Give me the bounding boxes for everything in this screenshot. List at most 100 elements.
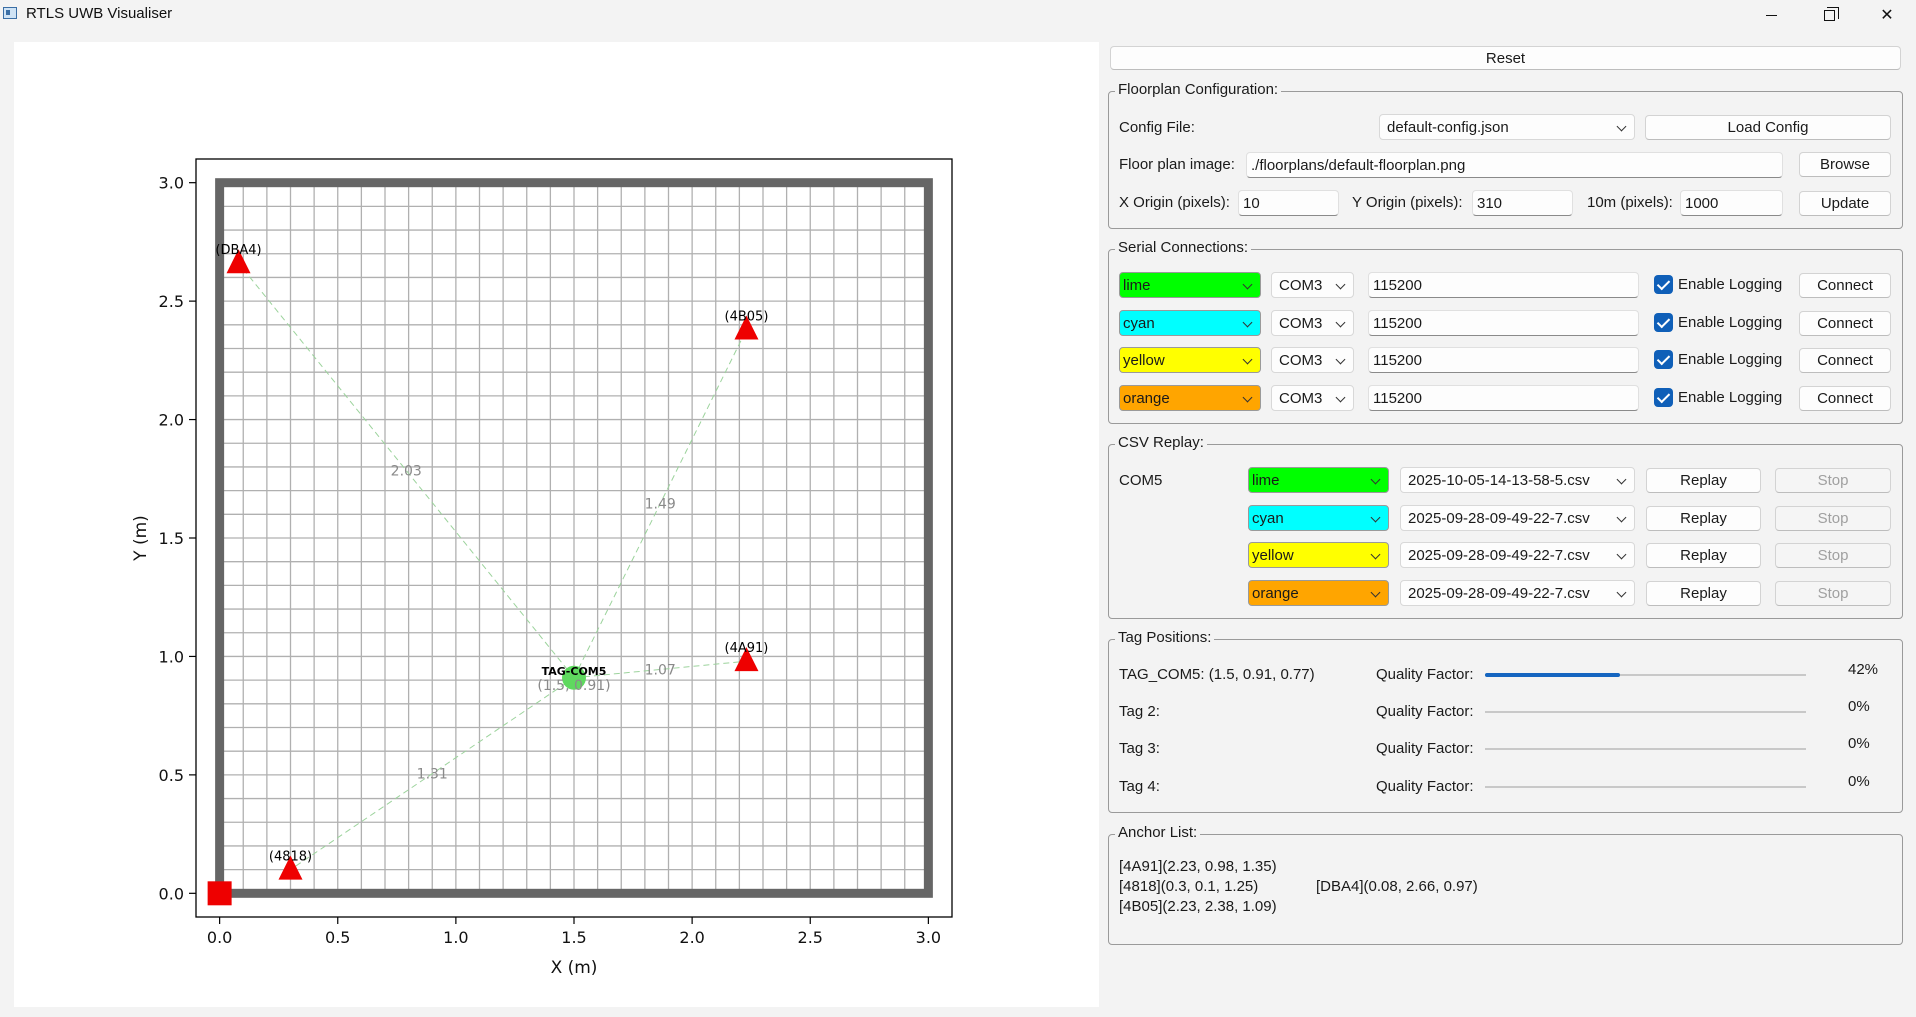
browse-button[interactable]: Browse xyxy=(1799,152,1891,177)
room-walls xyxy=(215,178,933,898)
distance-line xyxy=(573,660,747,679)
x-origin-input[interactable]: 10 xyxy=(1238,190,1339,216)
y-axis-label: Y (m) xyxy=(131,515,151,562)
replay-button[interactable]: Replay xyxy=(1646,506,1761,531)
stop-button[interactable]: Stop xyxy=(1775,506,1891,531)
baud-rate-input[interactable]: 115200 xyxy=(1368,347,1639,373)
config-file-value: default-config.json xyxy=(1387,118,1509,136)
serial-port-select[interactable]: COM3 xyxy=(1271,272,1354,298)
replay-file-select[interactable]: 2025-09-28-09-49-22-7.csv xyxy=(1400,542,1635,568)
load-config-button[interactable]: Load Config xyxy=(1645,115,1891,140)
quality-factor-bar xyxy=(1485,748,1806,750)
replay-file-select[interactable]: 2025-09-28-09-49-22-7.csv xyxy=(1400,505,1635,531)
serial-port-value: COM3 xyxy=(1279,389,1323,407)
config-file-select[interactable]: default-config.json xyxy=(1379,114,1635,140)
serial-color-select[interactable]: cyan xyxy=(1119,310,1261,336)
baud-rate-input[interactable]: 115200 xyxy=(1368,385,1639,411)
replay-button[interactable]: Replay xyxy=(1646,468,1761,493)
enable-logging-label: Enable Logging xyxy=(1678,389,1783,406)
floorplan-plot[interactable]: 0.0 0.5 1.0 1.5 2.0 2.5 3.0 0.0 0.5 1.0 1.5 2.0 2.5 3… xyxy=(14,42,1099,1007)
serial-port-select[interactable]: COM3 xyxy=(1271,347,1354,373)
ten-m-input[interactable]: 1000 xyxy=(1680,190,1783,216)
replay-file-value: 2025-09-28-09-49-22-7.csv xyxy=(1408,546,1590,564)
replay-color-value: yellow xyxy=(1252,546,1294,564)
close-button[interactable]: ✕ xyxy=(1858,0,1916,30)
enable-logging-checkbox[interactable] xyxy=(1654,275,1673,294)
replay-file-select[interactable]: 2025-10-05-14-13-58-5.csv xyxy=(1400,467,1635,493)
quality-factor-bar xyxy=(1485,711,1806,713)
serial-color-value: cyan xyxy=(1123,314,1155,332)
enable-logging-label: Enable Logging xyxy=(1678,314,1783,331)
tag-position-label: Tag 2: xyxy=(1119,703,1160,720)
anchor-list-title: Anchor List: xyxy=(1115,824,1201,841)
chevron-down-icon xyxy=(1616,121,1627,132)
maximize-button[interactable] xyxy=(1800,0,1858,30)
origin-marker xyxy=(207,881,232,906)
replay-color-value: cyan xyxy=(1252,509,1284,527)
app-icon xyxy=(3,7,17,19)
csv-replay-group: CSV Replay: xyxy=(1108,434,1903,619)
replay-file-select[interactable]: 2025-09-28-09-49-22-7.csv xyxy=(1400,580,1635,606)
y-origin-input[interactable]: 310 xyxy=(1472,190,1573,216)
replay-button[interactable]: Replay xyxy=(1646,543,1761,568)
connect-button[interactable]: Connect xyxy=(1799,386,1891,411)
serial-port-select[interactable]: COM3 xyxy=(1271,385,1354,411)
reset-button[interactable]: Reset xyxy=(1110,46,1901,70)
x-origin-label: X Origin (pixels): xyxy=(1119,194,1230,211)
chevron-down-icon xyxy=(1335,392,1346,403)
serial-connections-title: Serial Connections: xyxy=(1115,239,1252,256)
chevron-down-icon xyxy=(1370,474,1381,485)
connect-button[interactable]: Connect xyxy=(1799,348,1891,373)
distance-line xyxy=(573,329,747,678)
ten-m-label: 10m (pixels): xyxy=(1587,194,1673,211)
quality-factor-percent: 42% xyxy=(1848,661,1879,678)
anchor-marker xyxy=(278,855,303,880)
replay-color-select[interactable]: cyan xyxy=(1248,505,1389,531)
baud-rate-input[interactable]: 115200 xyxy=(1368,272,1639,298)
y-tick-label: 0.5 xyxy=(159,766,184,785)
serial-color-value: lime xyxy=(1123,276,1151,294)
enable-logging-checkbox[interactable] xyxy=(1654,388,1673,407)
x-tick-label: 0.0 xyxy=(207,928,232,947)
update-button[interactable]: Update xyxy=(1799,191,1891,216)
grid-lines xyxy=(218,182,930,894)
connect-button[interactable]: Connect xyxy=(1799,273,1891,298)
enable-logging-checkbox[interactable] xyxy=(1654,350,1673,369)
chevron-down-icon xyxy=(1616,474,1627,485)
serial-color-select[interactable]: yellow xyxy=(1119,347,1261,373)
chevron-down-icon xyxy=(1242,279,1253,290)
plot-panel: 0.0 0.5 1.0 1.5 2.0 2.5 3.0 0.0 0.5 1.0 1.5 2.0 2.5 3… xyxy=(14,42,1099,1007)
floorplan-config-group: Floorplan Configuration: xyxy=(1108,81,1903,229)
serial-color-select[interactable]: orange xyxy=(1119,385,1261,411)
replay-button[interactable]: Replay xyxy=(1646,581,1761,606)
y-tick-label: 3.0 xyxy=(159,174,184,193)
chevron-down-icon xyxy=(1370,549,1381,560)
serial-port-value: COM3 xyxy=(1279,351,1323,369)
replay-color-value: orange xyxy=(1252,584,1299,602)
stop-button[interactable]: Stop xyxy=(1775,468,1891,493)
replay-color-select[interactable]: lime xyxy=(1248,467,1389,493)
baud-rate-input[interactable]: 115200 xyxy=(1368,310,1639,336)
floor-image-input[interactable]: ./floorplans/default-floorplan.png xyxy=(1246,152,1783,178)
enable-logging-checkbox[interactable] xyxy=(1654,313,1673,332)
anchor-label: (DBA4) xyxy=(215,243,261,258)
x-tick-label: 1.5 xyxy=(561,928,586,947)
csv-replay-title: CSV Replay: xyxy=(1115,434,1207,451)
enable-logging-label: Enable Logging xyxy=(1678,351,1783,368)
floor-image-label: Floor plan image: xyxy=(1119,156,1235,173)
anchor-marker xyxy=(734,315,759,340)
quality-factor-percent: 0% xyxy=(1848,773,1870,790)
tag-position-label: TAG_COM5: (1.5, 0.91, 0.77) xyxy=(1119,666,1315,683)
stop-button[interactable]: Stop xyxy=(1775,581,1891,606)
tag-coords-label: (1.5, 0.91) xyxy=(537,678,610,694)
replay-color-select[interactable]: yellow xyxy=(1248,542,1389,568)
minimize-button[interactable] xyxy=(1742,0,1800,30)
chevron-down-icon xyxy=(1370,512,1381,523)
tag-marker xyxy=(562,665,586,690)
serial-port-select[interactable]: COM3 xyxy=(1271,310,1354,336)
quality-factor-label: Quality Factor: xyxy=(1376,778,1474,795)
serial-color-select[interactable]: lime xyxy=(1119,272,1261,298)
replay-color-select[interactable]: orange xyxy=(1248,580,1389,606)
stop-button[interactable]: Stop xyxy=(1775,543,1891,568)
connect-button[interactable]: Connect xyxy=(1799,311,1891,336)
